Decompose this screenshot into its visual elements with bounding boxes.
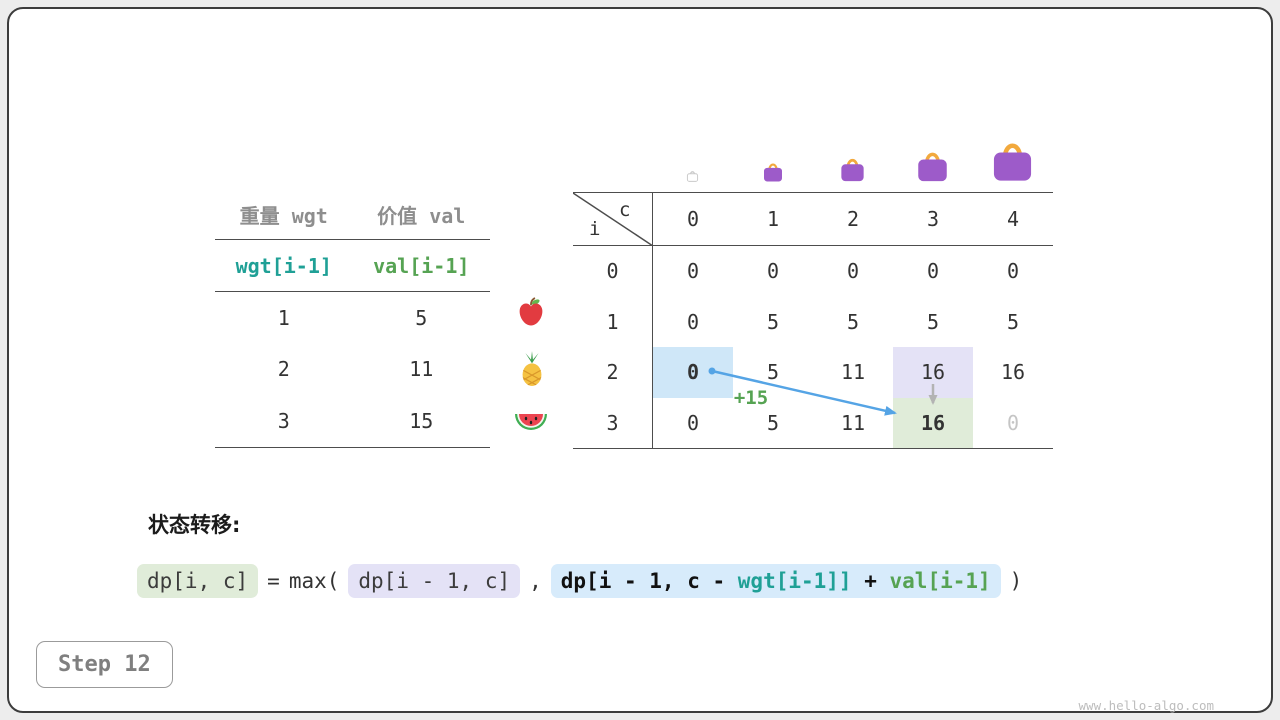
dp-cell-0-0: 0	[686, 259, 700, 284]
col-header-0: 0	[653, 193, 733, 246]
dp-cell-1-0: 0	[686, 309, 700, 334]
dp-cell-0-3: 0	[926, 259, 940, 284]
take-chip-prefix: dp[i - 1, c -	[560, 569, 738, 593]
formula-take-chip: dp[i - 1, c - wgt[i-1]] + val[i-1]	[550, 564, 1001, 598]
dp-table: c i 0 1 2 3 4 0 0 0 0 0 0 1 0 5 5 5 5 2 …	[573, 192, 1053, 449]
pineapple-icon	[516, 350, 548, 388]
col-header-3: 3	[893, 193, 973, 246]
item-2-value: 11	[409, 357, 434, 382]
col-header-2: 2	[813, 193, 893, 246]
formula-equals: =	[267, 569, 280, 593]
apple-icon	[516, 296, 546, 328]
dp-cell-2-0-take-source: 0	[653, 347, 733, 398]
item-table-header-row: 重量 wgt 价值 val	[215, 190, 490, 240]
row-header-1: 1	[573, 296, 653, 347]
transition-section-label: 状态转移:	[148, 513, 241, 537]
formula-skip-chip: dp[i - 1, c]	[348, 564, 521, 598]
item-1-weight: 1	[277, 305, 290, 330]
item-row-1: 1 5	[215, 292, 490, 344]
transition-formula: dp[i, c] = max( dp[i - 1, c] , dp[i - 1,…	[137, 561, 1022, 601]
item-3-weight: 3	[277, 409, 290, 434]
dp-cell-3-1: 5	[766, 410, 780, 435]
col-header-1: 1	[733, 193, 813, 246]
diagonal-divider	[573, 193, 652, 245]
row-header-0: 0	[573, 246, 653, 297]
take-chip-val: val[i-1]	[889, 569, 991, 593]
item-table-formula-row: wgt[i-1] val[i-1]	[215, 240, 490, 292]
dp-cell-3-0: 0	[686, 410, 700, 435]
item-1-value: 5	[415, 305, 428, 330]
value-column-header: 价值 val	[377, 204, 466, 228]
item-row-2: 2 11	[215, 344, 490, 396]
bag-empty-icon	[686, 168, 699, 182]
dp-cell-2-2: 11	[840, 360, 866, 385]
bag-small-icon	[762, 158, 784, 182]
wgt-formula-label: wgt[i-1]	[235, 253, 332, 278]
dp-cell-2-3-skip-source: 16	[893, 347, 973, 398]
bag-xlarge-icon	[990, 132, 1035, 182]
formula-lhs-chip: dp[i, c]	[137, 564, 259, 598]
item-2-weight: 2	[277, 357, 290, 382]
formula-comma: ,	[529, 569, 542, 593]
take-chip-plus: +	[851, 569, 890, 593]
dp-cell-1-1: 5	[766, 309, 780, 334]
dp-cell-1-4: 5	[1006, 309, 1020, 334]
item-table: 重量 wgt 价值 val wgt[i-1] val[i-1] 1 5 2 11…	[215, 190, 490, 448]
dp-cell-3-2: 11	[840, 410, 866, 435]
val-formula-label: val[i-1]	[373, 253, 470, 278]
dp-cell-0-2: 0	[846, 259, 860, 284]
watermelon-icon	[514, 410, 548, 432]
site-watermark: www.hello-algo.com	[1078, 698, 1214, 713]
formula-close-paren: )	[1009, 569, 1023, 593]
bag-medium-icon	[839, 152, 866, 182]
col-header-4: 4	[973, 193, 1053, 246]
row-header-3: 3	[573, 397, 653, 448]
dp-cell-3-3-target: 16	[893, 397, 973, 448]
weight-column-header: 重量 wgt	[239, 204, 328, 228]
dp-corner-cell: c i	[573, 193, 653, 246]
dp-cell-2-4: 16	[1000, 360, 1026, 385]
formula-max-open: max(	[288, 569, 340, 593]
item-3-value: 15	[409, 409, 434, 434]
item-axis-label: i	[589, 218, 601, 240]
dp-cell-1-3: 5	[926, 309, 940, 334]
dp-cell-1-2: 5	[846, 309, 860, 334]
dp-cell-0-1: 0	[766, 259, 780, 284]
dp-cell-3-4-pending: 0	[1006, 410, 1020, 435]
item-row-3: 3 15	[215, 395, 490, 447]
capacity-axis-label: c	[619, 199, 631, 221]
step-badge: Step 12	[36, 641, 173, 688]
bag-large-icon	[915, 144, 950, 182]
dp-cell-0-4: 0	[1006, 259, 1020, 284]
row-header-2: 2	[573, 347, 653, 398]
take-chip-wgt: wgt[i-1]]	[737, 569, 852, 593]
value-gain-annotation: +15	[733, 387, 769, 409]
